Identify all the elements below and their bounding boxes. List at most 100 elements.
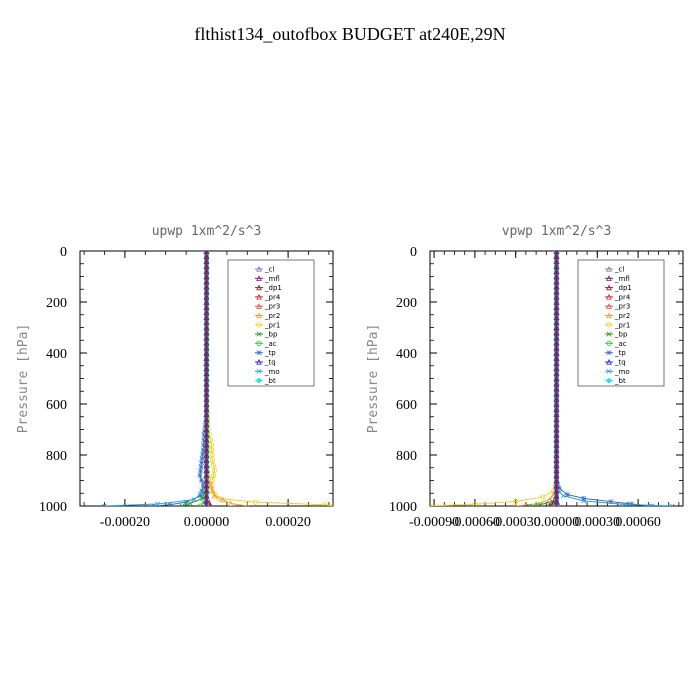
series-marker-ac — [197, 503, 203, 506]
legend-marker — [256, 331, 262, 337]
legend-label: _mfl — [614, 275, 630, 283]
series-marker-pr1 — [322, 502, 328, 506]
legend-marker — [606, 312, 612, 319]
legend-marker — [256, 312, 262, 319]
series-marker-pr2 — [207, 482, 214, 489]
series-marker-mo — [622, 501, 627, 506]
x-tick-label: 0.00060 — [615, 515, 661, 530]
series-marker-tp — [199, 460, 205, 466]
page-title: flthist134_outofbox BUDGET at240E,29N — [194, 24, 505, 44]
series-marker-pr2 — [228, 500, 234, 506]
legend-label: _cl — [614, 266, 624, 274]
series-marker-tp — [200, 483, 206, 489]
legend-marker — [606, 284, 612, 291]
y-tick-label: 600 — [396, 398, 417, 413]
series-line-mo — [104, 251, 207, 506]
legend-label: _cl — [264, 266, 274, 274]
series-group — [102, 251, 333, 506]
legend-marker — [256, 322, 262, 328]
legend-label: _pr1 — [614, 321, 630, 329]
legend-label: _bp — [264, 331, 278, 339]
legend-label: _mfl — [264, 275, 280, 283]
series-marker-tp — [581, 495, 587, 501]
legend-marker — [256, 378, 262, 384]
legend-marker — [256, 350, 262, 356]
series-marker-pr1 — [208, 442, 214, 448]
legend-label: _mo — [264, 368, 280, 376]
legend-marker — [606, 368, 612, 374]
series-marker-pr1 — [212, 467, 218, 473]
legend-marker — [256, 275, 262, 281]
legend-marker — [606, 340, 612, 346]
y-tick-label: 0 — [60, 245, 67, 260]
series-line-pr2 — [515, 251, 557, 506]
legend-label: _pr2 — [614, 312, 630, 320]
series-marker-bp — [187, 500, 193, 506]
series-marker-tp — [197, 493, 203, 499]
legend-label: _ac — [614, 340, 627, 348]
series-line-bp — [181, 251, 207, 506]
series-marker-mo — [102, 503, 107, 506]
series-marker-bp — [179, 503, 185, 506]
legend-label: _pr4 — [614, 293, 631, 301]
x-tick-label: -0.00020 — [100, 515, 150, 530]
legend-marker — [256, 303, 262, 309]
series-marker-mo — [155, 501, 161, 506]
upwp-panel: upwp 1xm^2/s^3 Pressure [hPa] 0 200 400 600 80… — [16, 224, 334, 530]
series-line-bp — [529, 251, 557, 506]
series-marker-tp — [199, 478, 205, 483]
series-marker-pr1 — [212, 491, 218, 498]
series-marker-pr1 — [540, 494, 546, 500]
series-marker-pr1 — [210, 462, 217, 468]
legend-label: _dp1 — [264, 284, 282, 292]
legend-label: _tp — [264, 349, 276, 357]
series-marker-mo — [581, 498, 587, 504]
legend-marker — [606, 275, 612, 281]
y-axis-label: Pressure [hPa] — [366, 324, 381, 434]
series-marker-tp — [183, 499, 189, 505]
y-tick-label: 0 — [410, 245, 417, 260]
legend-marker — [256, 368, 262, 374]
series-marker-pr2 — [209, 487, 216, 494]
series-marker-tp — [199, 455, 205, 461]
series-marker-pr2 — [211, 492, 218, 499]
series-marker-pr1 — [430, 503, 433, 506]
series-marker-bp — [537, 502, 543, 506]
legend-label: _mo — [614, 368, 630, 376]
series-line-tp — [153, 251, 207, 506]
legend-label: _bt — [264, 377, 276, 385]
series-marker-bp — [199, 495, 205, 501]
x-tick-label: 0.00000 — [534, 515, 580, 530]
legend-marker — [606, 358, 612, 365]
y-tick-label: 600 — [46, 398, 67, 413]
y-tick-label: 1000 — [39, 500, 67, 515]
legend-label: _pr1 — [264, 321, 280, 329]
series-marker-pr1 — [209, 447, 215, 453]
series-line-pr1 — [430, 251, 557, 506]
legend-marker — [606, 293, 612, 300]
legend-label: _pr3 — [264, 303, 280, 311]
series-marker-pr2 — [533, 500, 539, 506]
legend-marker — [606, 331, 612, 337]
series-marker-tp — [200, 451, 206, 457]
series-marker-bp — [526, 503, 532, 506]
y-tick-label: 800 — [396, 449, 417, 464]
series-marker-tp — [649, 503, 655, 506]
legend-box — [227, 259, 315, 387]
series-marker-tp — [564, 492, 570, 497]
legend-label: _dp1 — [614, 284, 632, 292]
legend-marker — [256, 293, 262, 300]
vpwp-panel: vpwp 1xm^2/s^3 Pressure [hPa] 0 200 400 600 80… — [366, 224, 684, 530]
series-marker-pr1 — [210, 472, 217, 478]
y-tick-label: 1000 — [389, 500, 417, 515]
legend-label: _tq — [264, 359, 276, 367]
series-group — [430, 251, 675, 506]
series-marker-tp — [201, 437, 207, 443]
series-marker-tp — [201, 442, 206, 448]
legend-marker — [256, 284, 262, 291]
y-tick-label: 200 — [46, 296, 67, 311]
y-tick-label: 800 — [46, 449, 67, 464]
series-marker-tp — [608, 499, 614, 505]
y-tick-label: 400 — [396, 347, 417, 362]
